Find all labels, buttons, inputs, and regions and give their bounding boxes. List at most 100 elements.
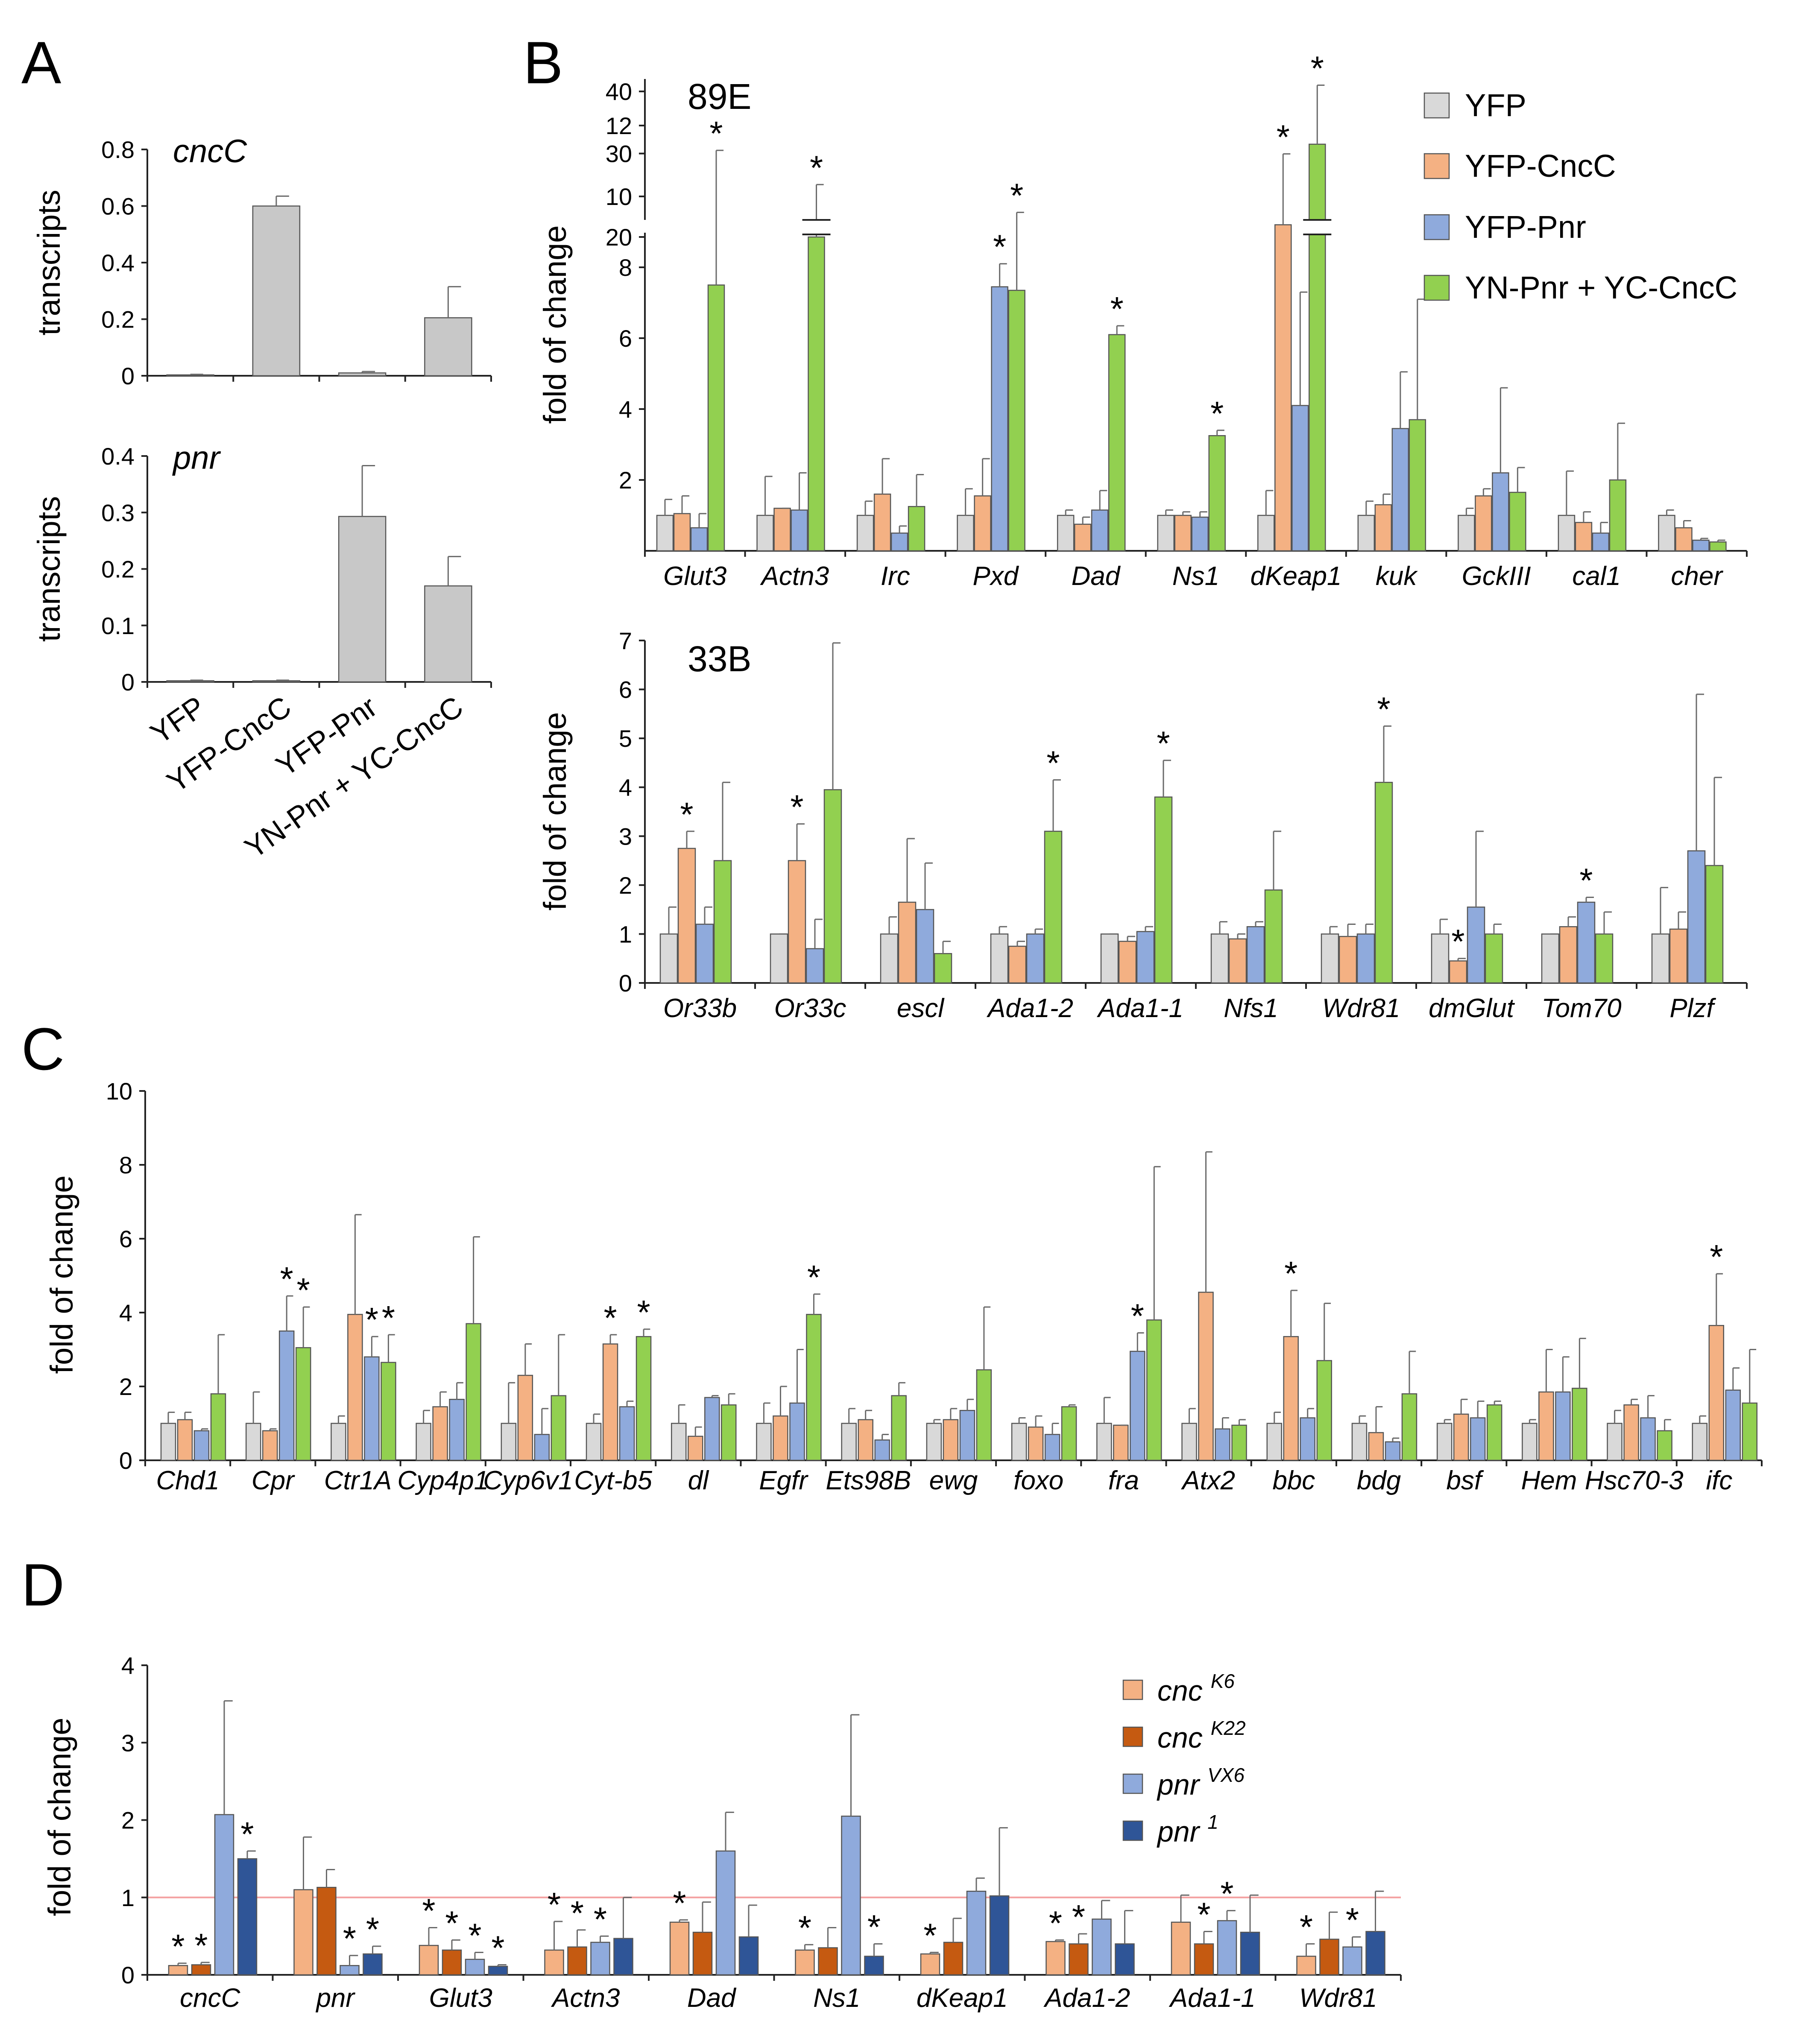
bar-cher-yn-pnr-yc-cncc [1709, 541, 1727, 552]
significance-star: * [1311, 50, 1324, 88]
gene-label-or33b: Or33b [663, 994, 737, 1023]
bar-glut3-yn-pnr-yc-cncc [707, 284, 725, 552]
bar-pnr-pnr-1 [363, 1953, 383, 1976]
bar-foxo-yfp [1011, 1423, 1027, 1461]
bar-ns1-yfp [1157, 515, 1174, 552]
bar-yfp-cncc [252, 205, 301, 377]
bar-ada1-2-yn-pnr-yc-cncc [1044, 830, 1063, 984]
gene-label-nfs1: Nfs1 [1224, 994, 1278, 1023]
bar-or33c-yn-pnr-yc-cncc [823, 789, 842, 984]
bar-yfp-pnr [338, 516, 387, 683]
bar-dmglut-yn-pnr-yc-cncc [1485, 933, 1503, 984]
bar-pnr-cnc-k6 [293, 1889, 313, 1976]
bar-cncc-cnc-k22 [191, 1964, 211, 1976]
significance-star: * [491, 1929, 504, 1967]
bar-or33b-yfp-cncc [677, 848, 696, 984]
significance-star: * [810, 149, 823, 187]
bar-cpr-yfp [245, 1423, 261, 1461]
axis-break-gap [805, 221, 828, 235]
gene-label-cyp6v1: Cyp6v1 [483, 1466, 573, 1495]
bar-dad-cnc-k22 [692, 1932, 713, 1976]
gene-label-irc: Irc [881, 561, 910, 591]
gene-label-cpr: Cpr [252, 1466, 295, 1495]
bar-hem-yfp [1522, 1423, 1538, 1461]
significance-star: * [1300, 1908, 1313, 1946]
y-tick-label: 8 [619, 254, 632, 281]
bar-or33c-yfp-cncc [788, 860, 806, 984]
bar-hsc70-3-yfp-cncc [1623, 1404, 1639, 1461]
bar-bbc-yn-pnr-yc-cncc [1316, 1360, 1332, 1461]
significance-star: * [1710, 1238, 1723, 1276]
panel-label-b: B [523, 29, 563, 96]
bar-escl-yn-pnr-yc-cncc [934, 953, 952, 984]
significance-star: * [343, 1920, 356, 1958]
legend-b-label-yfp-pnr: YFP-Pnr [1465, 209, 1586, 245]
y-tick-label: 0 [121, 363, 135, 389]
gene-label-actn3: Actn3 [551, 1983, 620, 2013]
bar-dmglut-yfp [1431, 933, 1450, 984]
bar-ifc-yfp-cncc [1708, 1325, 1725, 1461]
gene-label-bsf: bsf [1446, 1466, 1484, 1495]
legend-d-swatch-cnc-k22 [1122, 1726, 1143, 1747]
bar-actn3-cnc-k6 [544, 1949, 564, 1976]
y-tick-label: 4 [119, 1299, 132, 1326]
bar-ada1-1-cnc-k6 [1171, 1921, 1191, 1976]
bar-pxd-yfp-cncc [974, 495, 991, 552]
significance-star: * [594, 1900, 607, 1938]
bar-ewg-yn-pnr-yc-cncc [976, 1369, 992, 1461]
bar-ada1-1-cnc-k22 [1194, 1943, 1214, 1976]
bar-glut3-yfp [656, 515, 674, 552]
bar-wdr81-cnc-k6 [1296, 1956, 1316, 1976]
y-tick-label: 0 [619, 970, 632, 997]
significance-star: * [1046, 744, 1060, 782]
gene-label-tom70: Tom70 [1541, 994, 1621, 1023]
bar-yn-pnr-yc-cncc [424, 317, 472, 377]
bar-kuk-yn-pnr-yc-cncc [1409, 419, 1426, 552]
y-tick-label: 0 [119, 1447, 132, 1474]
bar-gckiii-yfp-pnr [1492, 472, 1509, 552]
gene-label-ets98b: Ets98B [826, 1466, 911, 1495]
bar-yfp [166, 680, 214, 683]
significance-star: * [548, 1886, 561, 1924]
legend-d-label-cnc-k6: cnc K6 [1157, 1670, 1235, 1707]
bar-ets98b-yn-pnr-yc-cncc [891, 1395, 907, 1461]
gene-label-glut3: Glut3 [429, 1983, 492, 2013]
bar-plzf-yn-pnr-yc-cncc [1705, 865, 1724, 984]
bar-gckiii-yn-pnr-yc-cncc [1509, 491, 1526, 552]
bar-cher-yfp [1658, 515, 1675, 552]
y-axis-label: fold of change [42, 1718, 77, 1916]
bar-kuk-yfp [1357, 515, 1375, 552]
bar-dad-cnc-k6 [669, 1921, 690, 1976]
y-tick-label: 6 [619, 676, 632, 703]
bar-tom70-yfp-cncc [1559, 926, 1578, 984]
bar-ada1-2-pnr-vx6 [1092, 1918, 1112, 1976]
y-tick-label: 10 [106, 1078, 132, 1105]
bar-bsf-yfp [1436, 1423, 1453, 1461]
bar-wdr81-yfp [1321, 933, 1339, 984]
bar-kuk-yfp-cncc [1374, 504, 1392, 552]
significance-star: * [1197, 1896, 1210, 1934]
significance-star: * [365, 1301, 378, 1339]
y-tick-label: 2 [119, 1373, 132, 1400]
legend-b: YFP YFP-CncC YFP-Pnr YN-Pnr + YC-CncC [1423, 88, 1737, 305]
y-tick-label: 7 [619, 627, 632, 654]
bar-hem-yn-pnr-yc-cncc [1572, 1388, 1587, 1461]
category-label-yfp: YFP [144, 690, 211, 750]
bar-ada1-2-cnc-k22 [1069, 1943, 1089, 1976]
bar-cher-yfp-pnr [1692, 539, 1710, 552]
bar-cyt-b5-yfp [586, 1423, 602, 1461]
bar-ets98b-yfp [841, 1423, 857, 1461]
y-axis-label: transcripts [31, 190, 67, 335]
bar-fra-yfp-cncc [1113, 1424, 1129, 1461]
y-tick-label: 0 [121, 669, 135, 696]
bar-ada1-2-pnr-1 [1115, 1943, 1135, 1976]
bar-ns1-pnr-vx6 [841, 1816, 861, 1976]
gene-label-ns1: Ns1 [1172, 561, 1219, 591]
bar-bdg-yfp-cncc [1368, 1432, 1384, 1461]
y-tick-label: 10 [606, 183, 632, 210]
y-tick-label: 4 [619, 774, 632, 801]
bar-ets98b-yfp-pnr [874, 1439, 890, 1461]
bar-bdg-yn-pnr-yc-cncc [1401, 1393, 1417, 1461]
